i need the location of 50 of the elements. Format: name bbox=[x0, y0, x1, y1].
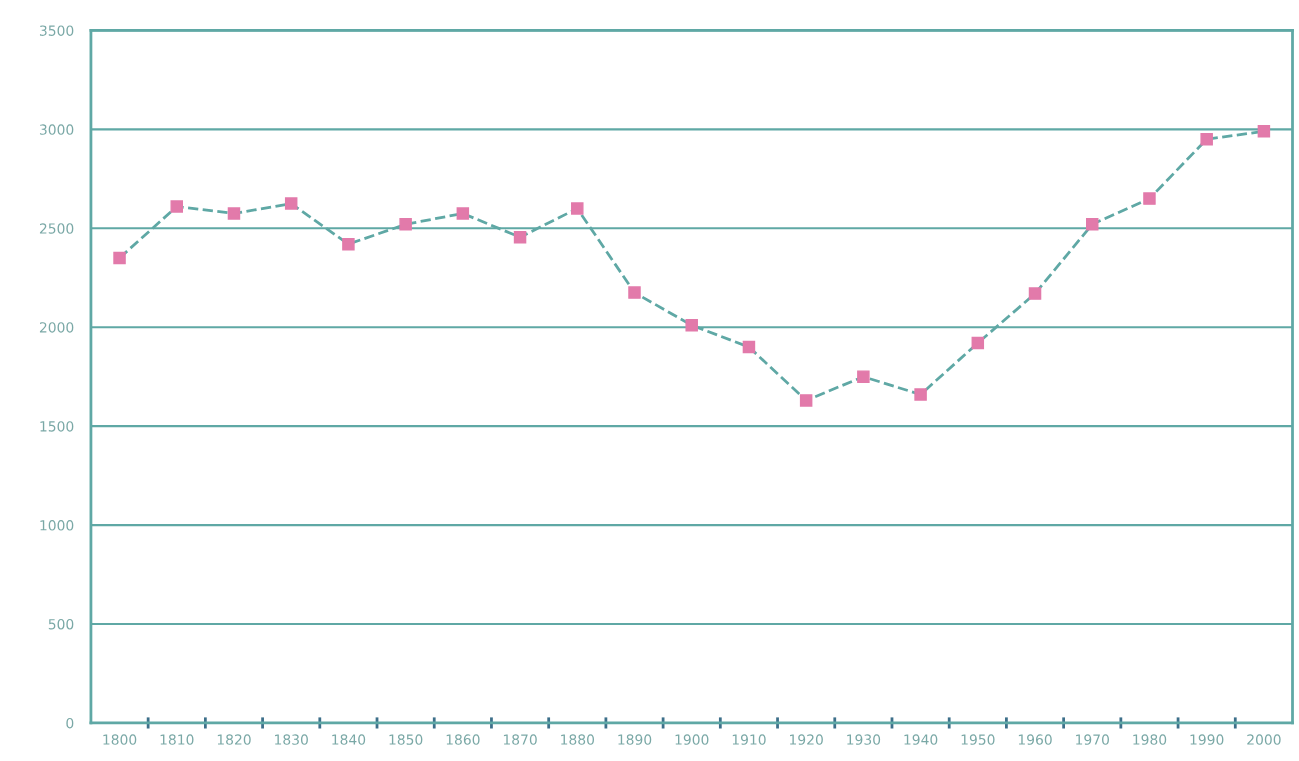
point bbox=[513, 230, 527, 244]
x-tick-label: 1900 bbox=[675, 734, 709, 745]
x-tick-label: 1960 bbox=[1018, 734, 1052, 745]
y-tick-label: 2500 bbox=[39, 223, 74, 234]
x-tick-label: 1860 bbox=[446, 734, 480, 745]
x-tick-label: 2000 bbox=[1247, 734, 1281, 745]
x-tick-label: 1870 bbox=[503, 734, 537, 745]
y-tick-label: 1000 bbox=[40, 520, 74, 531]
x-tick-label: 1840 bbox=[332, 734, 366, 745]
y-tick-label: 3500 bbox=[39, 25, 74, 36]
x-tick-label: 1830 bbox=[275, 734, 308, 745]
point bbox=[284, 197, 298, 210]
point bbox=[399, 218, 412, 231]
point bbox=[799, 394, 813, 407]
x-tick-label: 1820 bbox=[217, 734, 251, 745]
x-tick-label: 1810 bbox=[160, 734, 194, 745]
x-tick-label: 1880 bbox=[561, 734, 595, 745]
x-tick-label: 1980 bbox=[1133, 734, 1167, 745]
x-tick-label: 1800 bbox=[103, 734, 137, 745]
point bbox=[342, 237, 355, 251]
x-tick-label: 1990 bbox=[1190, 734, 1224, 745]
point bbox=[1028, 287, 1042, 300]
point bbox=[1085, 218, 1099, 231]
point bbox=[971, 336, 985, 350]
point bbox=[857, 370, 870, 383]
y-tick-label: 500 bbox=[48, 618, 74, 630]
x-tick-label: 1950 bbox=[961, 734, 995, 745]
point bbox=[571, 202, 584, 215]
point bbox=[1200, 133, 1213, 146]
point bbox=[914, 388, 927, 401]
x-tick-label: 1970 bbox=[1076, 734, 1109, 745]
point bbox=[113, 251, 126, 265]
x-tick-label: 1890 bbox=[618, 734, 652, 745]
point bbox=[227, 207, 241, 220]
point bbox=[170, 200, 184, 213]
point bbox=[742, 340, 756, 354]
x-tick-label: 1850 bbox=[389, 734, 423, 745]
x-tick-label: 1910 bbox=[732, 734, 766, 745]
x-tick-label: 1940 bbox=[904, 734, 938, 745]
point bbox=[1143, 192, 1156, 205]
x-tick-label: 1920 bbox=[790, 734, 823, 745]
point bbox=[628, 286, 641, 299]
y-tick-label: 1500 bbox=[40, 421, 74, 432]
point bbox=[1257, 125, 1271, 138]
point bbox=[456, 207, 470, 220]
y-tick-label: 0 bbox=[66, 717, 74, 729]
y-tick-label: 3000 bbox=[39, 124, 74, 135]
point bbox=[685, 319, 698, 332]
x-tick-label: 1930 bbox=[847, 734, 881, 745]
y-tick-label: 2000 bbox=[39, 322, 74, 333]
